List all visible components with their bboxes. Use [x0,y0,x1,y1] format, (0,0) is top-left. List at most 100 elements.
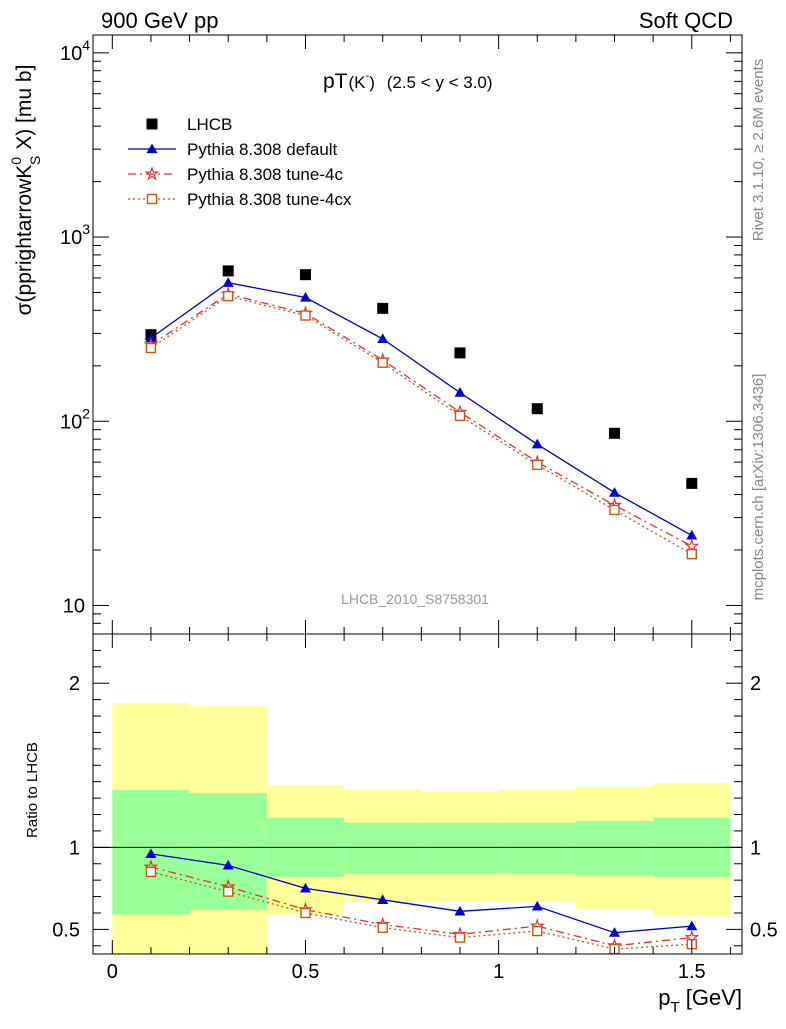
legend-marker-pythia-8-308-tune-4c [144,166,160,181]
main-point-lhcb [531,403,543,415]
ratio-y-tick-label: 2 [69,673,80,695]
legend-item-pythia-8-308-tune-4c: Pythia 8.308 tune-4c [128,165,343,184]
ratio-point-pythia-8-308-tune-4cx [532,925,543,937]
ratio-point-pythia-8-308-default [454,905,466,916]
title-particle-close: ) [369,73,375,92]
ratio-point-pythia-8-308-default [222,859,234,870]
title-quantity: pT [323,70,348,93]
ylabel-prefix: σ(pprightarrowK [13,165,36,316]
main-point-lhcb [454,347,466,359]
ratio-x-tick-labels: 0 0.5 1 1.5 [107,961,706,983]
main-line-pythia-8-308-default [150,282,693,536]
main-point-pythia-8-308-default [454,387,466,397]
main-point-pythia-8-308-default [531,438,543,449]
ratio-point-pythia-8-308-tune-4cx [300,907,311,919]
ratio-point-pythia-8-308-default [531,900,543,911]
main-y-axis-label: σ(pprightarrowK0 S X) [mu b] [8,65,43,316]
title-particle-charge: - [366,70,370,82]
ratio-y-tick-label: 1 [69,837,80,859]
x-tick-label: 1.5 [678,961,706,983]
main-point-pythia-8-308-tune-4cx [145,342,157,354]
ratio-series-lines [150,853,692,950]
ratio-point-pythia-8-308-tune-4cx [454,932,466,943]
main-point-pythia-8-308-default [686,529,698,540]
main-point-pythia-8-308-default [377,333,389,344]
ratio-point-pythia-8-308-default [377,894,389,904]
ratio-inner-band [498,822,576,874]
main-series-markers [143,265,700,560]
main-point-pythia-8-308-tune-4c [684,538,700,553]
ratio-inner-band [575,821,654,876]
x-tick-label: 1 [493,961,504,983]
ratio-y-tick-labels: 0.5 0.5 1 1 2 2 [52,673,778,941]
ratio-y-axis-label: Ratio to LHCB [24,742,41,838]
legend-marker-lhcb [146,118,158,130]
ratio-point-pythia-8-308-tune-4cx [377,922,388,933]
main-point-pythia-8-308-tune-4cx [223,290,234,302]
main-point-pythia-8-308-default [609,487,621,497]
ratio-uncertainty-bands [112,702,731,954]
main-point-pythia-8-308-tune-4cx [609,504,620,516]
analysis-watermark: LHCB_2010_S8758301 [341,591,489,607]
ratio-axis-ticks [93,634,742,954]
main-y-tick-label: 102 [60,405,90,433]
main-y-tick-label: 10 [63,595,85,617]
legend-item-pythia-8-308-default: Pythia 8.308 default [128,140,338,159]
header-right-label: Soft QCD [639,8,733,33]
ratio-point-pythia-8-308-default [609,927,621,937]
ylabel-suffix: X) [mu b] [13,65,36,156]
main-y-tick-label: 104 [60,37,90,65]
legend-marker-pythia-8-308-tune-4cx [146,193,158,205]
main-axis-ticks [93,35,742,635]
main-point-pythia-8-308-tune-4cx [377,357,388,368]
main-point-lhcb [686,477,698,489]
xlabel-subscript: T [670,999,679,1016]
main-point-lhcb [377,302,389,314]
main-point-pythia-8-308-tune-4cx [686,548,697,560]
main-point-pythia-8-308-tune-4cx [532,459,543,471]
main-y-tick-label: 103 [60,221,90,249]
main-line-pythia-8-308-tune-4cx [150,295,693,555]
header-left-label: 900 GeV pp [101,8,218,33]
ratio-y-tick-label: 0.5 [52,919,80,941]
rivet-version-label: Rivet 3.1.10, ≥ 2.6M events [750,59,767,242]
ratio-y-tick-label-right: 0.5 [750,919,778,941]
main-point-pythia-8-308-default [222,277,234,287]
main-point-pythia-8-308-default [299,291,311,302]
ratio-point-pythia-8-308-default [299,882,311,893]
main-plot-panel: 10 102 103 104 pT(K-) (2.5 < y < 3.0) σ(ppr… [8,34,743,635]
ratio-inner-band [421,822,499,874]
legend-item-lhcb: LHCB [146,115,232,134]
ratio-y-tick-label-right: 1 [750,837,761,859]
main-point-pythia-8-308-tune-4cx [454,410,466,422]
ratio-point-pythia-8-308-default [686,920,698,931]
ratio-plot-frame [92,633,743,955]
main-series-lines [150,282,693,555]
ratio-y-tick-label-right: 2 [750,673,761,695]
xlabel-main: p [658,985,670,1010]
xlabel-unit: [GeV] [680,985,742,1010]
legend-label-pythia-8-308-tune-4cx: Pythia 8.308 tune-4cx [187,190,352,209]
main-point-pythia-8-308-tune-4cx [300,310,311,321]
main-point-lhcb [222,265,234,277]
title-particle: (K [349,73,367,92]
main-point-lhcb [609,427,621,439]
ratio-line-pythia-8-308-tune-4cx [150,871,692,950]
main-plot-title: pT(K-) (2.5 < y < 3.0) [323,70,493,93]
x-axis-label: pT [GeV] [658,985,742,1016]
x-tick-label: 0.5 [292,961,320,983]
ratio-point-pythia-8-308-tune-4cx [145,866,157,878]
ratio-line-pythia-8-308-tune-4c [150,866,692,947]
legend: LHCB Pythia 8.308 default Pythia 8.308 tun… [128,115,352,209]
ratio-point-pythia-8-308-tune-4cx [223,886,234,897]
main-point-lhcb [299,269,311,281]
ratio-line-pythia-8-308-default [150,853,692,934]
legend-marker-pythia-8-308-default [146,143,158,154]
legend-item-pythia-8-308-tune-4cx: Pythia 8.308 tune-4cx [128,190,352,209]
mcplots-source-label: mcplots.cern.ch [arXiv:1306.3436] [750,374,767,601]
ratio-plot-panel: 0.5 0.5 1 1 2 2 0 0.5 1 1.5 Ratio to LHCB pT [Ge… [24,633,778,1016]
ratio-point-pythia-8-308-default [145,848,157,859]
x-tick-label: 0 [107,961,118,983]
